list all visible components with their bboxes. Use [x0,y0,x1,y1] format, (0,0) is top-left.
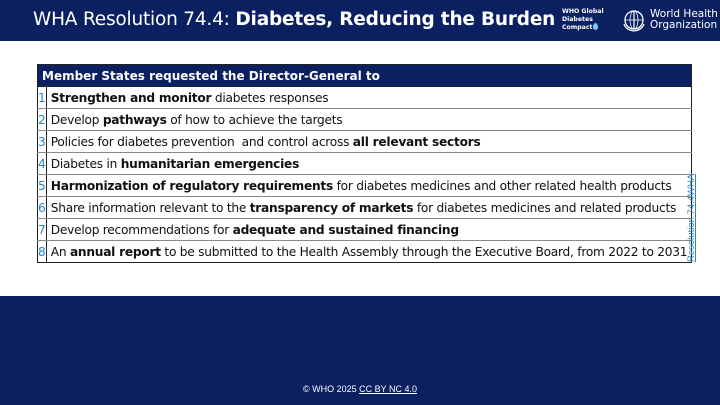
row-text: Diabetes in humanitarian emergencies [46,152,693,175]
row-number: 6 [37,196,47,219]
row-number: 5 [37,174,47,197]
row-text: Share information relevant to the transp… [46,196,693,219]
table-row: 1 Strengthen and monitor diabetes respons… [37,86,693,109]
row-number: 2 [37,108,47,131]
row-text: Harmonization of regulatory requirements… [46,174,693,197]
table-row: 4 Diabetes in humanitarian emergencies [37,152,693,175]
table-row: 3 Policies for diabetes prevention and co… [37,130,693,153]
row-number: 8 [37,240,47,263]
table-row: 7 Develop recommendations for adequate an… [37,218,693,241]
table-row: 6 Share information relevant to the trans… [37,196,693,219]
row-text: Policies for diabetes prevention and con… [46,130,693,153]
resolution-link[interactable]: Resolution 74.4WHA [686,173,697,262]
resolution-table: Member States requested the Director-Gen… [36,64,693,263]
row-number: 3 [37,130,47,153]
row-text: Strengthen and monitor diabetes response… [46,86,693,109]
slide-title: WHA Resolution 74.4: Diabetes, Reducing … [33,9,556,30]
title-bar: WHA Resolution 74.4: Diabetes, Reducing … [0,0,720,41]
license-link[interactable]: CC BY NC 4.0 [359,384,417,394]
table-header: Member States requested the Director-Gen… [36,64,693,87]
row-number: 1 [37,86,47,109]
row-text: Develop recommendations for adequate and… [46,218,693,241]
footer-band: © WHO 2025 CC BY NC 4.0 [0,296,720,405]
water-drop-icon [593,23,599,30]
who-emblem-icon [623,10,645,32]
table-row: 5 Harmonization of regulatory requirement… [37,174,693,197]
table-row: 8 An annual report to be submitted to the… [37,240,693,263]
row-number: 4 [37,152,47,175]
diabetes-compact-logo: WHO Global Diabetes Compact [562,8,604,31]
table-row: 2 Develop pathways of how to achieve the … [37,108,693,131]
who-logo-text: World Health Organization [650,8,718,31]
row-text: Develop pathways of how to achieve the t… [46,108,693,131]
footer: © WHO 2025 CC BY NC 4.0 [302,384,417,394]
row-text: An annual report to be submitted to the … [46,240,693,263]
row-number: 7 [37,218,47,241]
